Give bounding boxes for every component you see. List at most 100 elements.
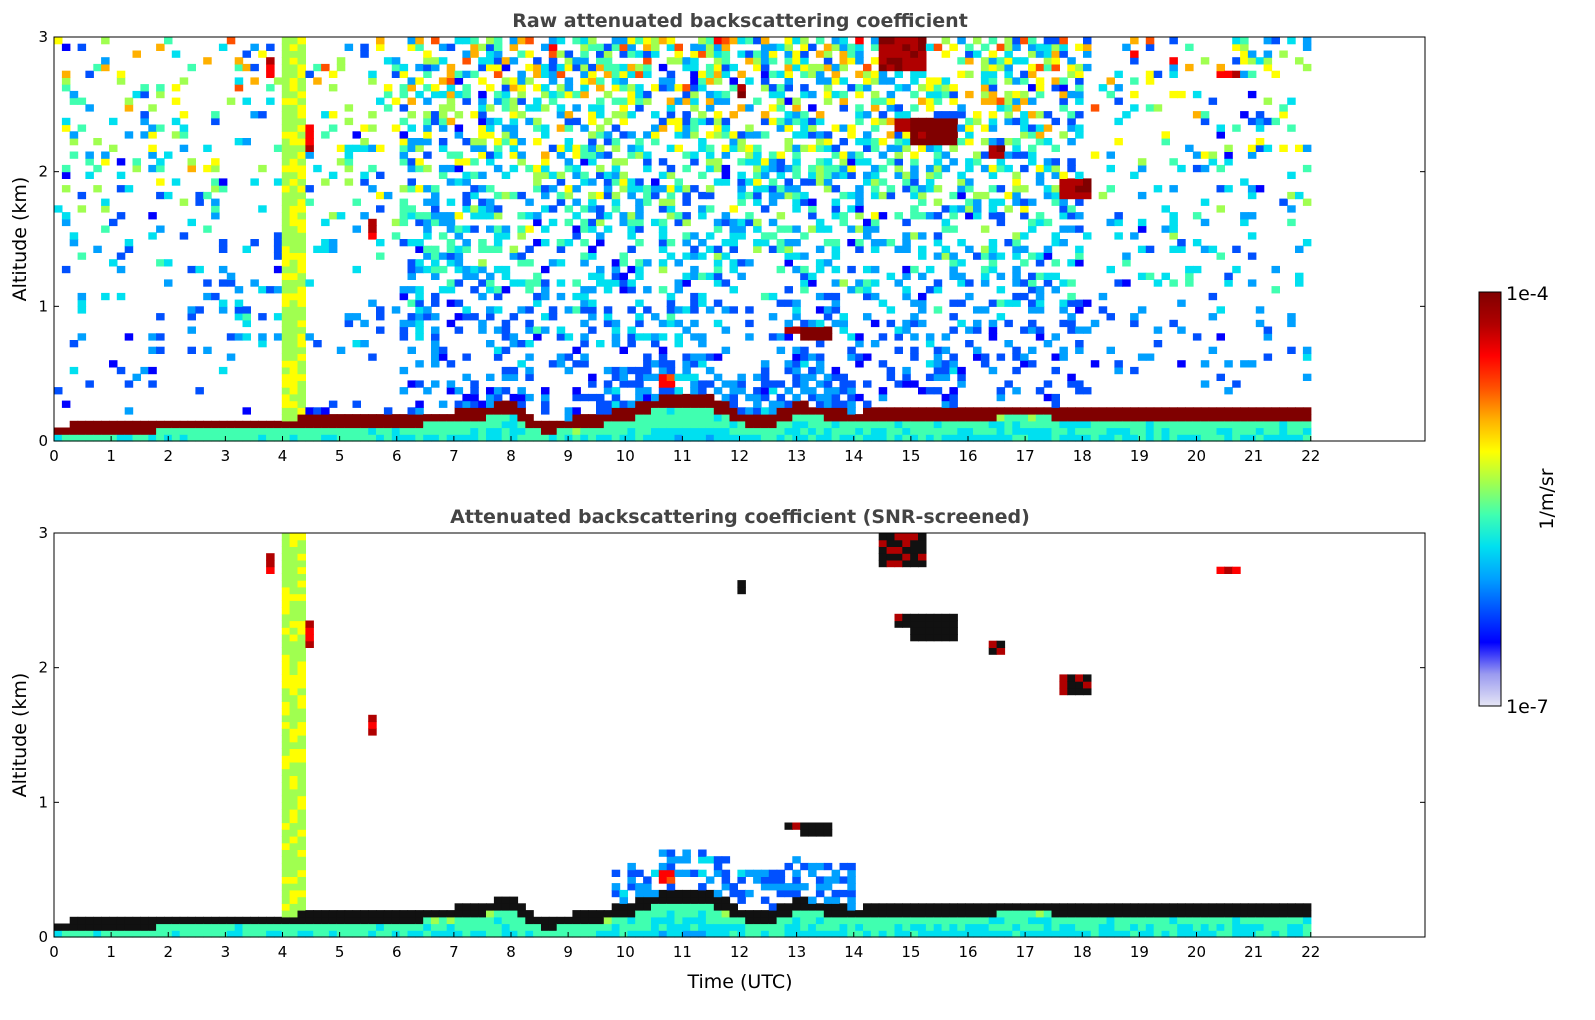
heatmap-cell <box>808 144 817 152</box>
heatmap-cell <box>870 43 880 51</box>
heatmap-cell <box>478 420 487 429</box>
heatmap-cell <box>894 43 903 51</box>
heatmap-cell <box>289 681 299 689</box>
heatmap-cell <box>501 387 511 395</box>
heatmap-cell <box>533 117 542 126</box>
heatmap-cell <box>1035 299 1045 307</box>
heatmap-cell <box>603 286 613 294</box>
heatmap-cell <box>1153 420 1163 429</box>
heatmap-cell <box>658 366 668 375</box>
heatmap-cell <box>273 916 283 925</box>
heatmap-cell <box>548 218 558 227</box>
heatmap-cell <box>580 910 589 918</box>
heatmap-cell <box>1012 414 1021 422</box>
heatmap-cell <box>651 178 660 186</box>
heatmap-cell <box>949 191 958 200</box>
heatmap-cell <box>839 43 848 51</box>
heatmap-cell <box>250 427 259 435</box>
heatmap-cell <box>596 124 605 132</box>
heatmap-cell <box>886 559 896 568</box>
heatmap-cell <box>1067 117 1076 126</box>
heatmap-cell <box>596 916 605 925</box>
heatmap-cell <box>745 151 754 159</box>
heatmap-cell <box>784 178 793 186</box>
heatmap-cell <box>517 400 526 408</box>
heatmap-cell <box>996 104 1006 112</box>
heatmap-cell <box>109 218 118 227</box>
heatmap-cell <box>611 883 621 891</box>
heatmap-cell <box>462 265 471 274</box>
heatmap-cell <box>831 427 841 435</box>
heatmap-cell <box>596 43 605 51</box>
heatmap-cell <box>156 191 165 200</box>
heatmap-cell <box>501 434 511 442</box>
x-tick-label: 14 <box>844 943 863 961</box>
heatmap-cell <box>580 70 589 78</box>
heatmap-cell <box>988 37 998 45</box>
heatmap-cell <box>713 90 723 99</box>
heatmap-cell <box>234 930 244 938</box>
heatmap-cell <box>556 292 566 301</box>
heatmap-cell <box>281 627 291 635</box>
heatmap-cell <box>831 930 841 938</box>
heatmap-cell <box>996 353 1006 361</box>
heatmap-cell <box>1263 414 1273 422</box>
heatmap-cell <box>925 265 935 274</box>
heatmap-cell <box>297 849 306 857</box>
heatmap-cell <box>651 414 660 422</box>
heatmap-cell <box>776 420 786 429</box>
heatmap-cell <box>399 286 409 294</box>
heatmap-cell <box>1004 104 1013 112</box>
heatmap-cell <box>1161 131 1170 139</box>
heatmap-cell <box>501 326 511 334</box>
heatmap-cell <box>635 239 644 247</box>
heatmap-cell <box>273 427 283 435</box>
heatmap-cell <box>949 434 958 442</box>
heatmap-cell <box>431 910 440 918</box>
heatmap-cell <box>753 171 762 179</box>
heatmap-cell <box>399 434 409 442</box>
heatmap-cell <box>195 923 204 931</box>
heatmap-cell <box>148 380 157 388</box>
heatmap-cell <box>847 387 856 395</box>
heatmap-cell <box>493 57 503 65</box>
heatmap-cell <box>281 654 291 662</box>
heatmap-cell <box>1098 414 1108 422</box>
heatmap-cell <box>273 232 283 240</box>
heatmap-cell <box>289 380 299 388</box>
heatmap-cell <box>423 225 432 233</box>
heatmap-cell <box>1043 380 1053 388</box>
heatmap-cell <box>658 124 668 132</box>
heatmap-cell <box>297 721 306 729</box>
heatmap-cell <box>446 434 456 442</box>
heatmap-cell <box>1130 427 1139 435</box>
heatmap-cell <box>619 427 628 435</box>
heatmap-cell <box>273 333 283 341</box>
heatmap-cell <box>438 923 448 931</box>
heatmap-cell <box>132 158 141 166</box>
heatmap-cell <box>957 903 966 911</box>
heatmap-cell <box>446 299 456 307</box>
heatmap-cell <box>289 741 299 749</box>
heatmap-cell <box>815 178 825 186</box>
heatmap-cell <box>1271 37 1280 45</box>
heatmap-cell <box>713 400 723 408</box>
heatmap-cell <box>383 923 393 931</box>
heatmap-cell <box>1035 131 1045 139</box>
heatmap-cell <box>910 553 919 561</box>
heatmap-cell <box>847 57 856 65</box>
heatmap-cell <box>525 420 534 429</box>
heatmap-cell <box>1020 259 1029 267</box>
heatmap-cell <box>784 299 793 307</box>
heatmap-cell <box>1114 910 1123 918</box>
heatmap-cell <box>1075 185 1084 193</box>
heatmap-cell <box>705 144 715 152</box>
heatmap-cell <box>988 97 998 105</box>
heatmap-cell <box>470 111 479 119</box>
heatmap-cell <box>643 50 652 58</box>
heatmap-cell <box>965 420 974 429</box>
heatmap-cell <box>1287 124 1296 132</box>
heatmap-cell <box>462 97 471 105</box>
heatmap-cell <box>1035 427 1045 435</box>
heatmap-cell <box>705 353 715 361</box>
